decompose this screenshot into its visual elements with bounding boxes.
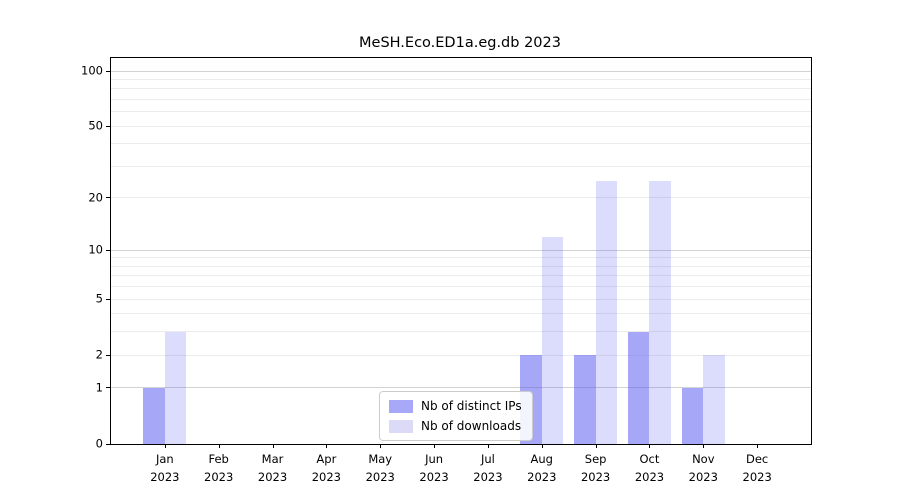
plot-area: Nb of distinct IPs Nb of downloads 0 1 2 5 1… [81, 57, 812, 484]
x-axis-tick-mark [380, 444, 382, 448]
x-axis-tick-label-mar: Mar 2023 [257, 452, 288, 484]
gridline-y-20 [111, 197, 811, 199]
y-axis-tick-label: 0 [95, 436, 103, 451]
y-axis-tick-mark [106, 125, 110, 127]
bar-aug-downloads [541, 236, 564, 444]
x-axis-tick-mark [218, 444, 220, 448]
gridline-y-80 [111, 88, 811, 90]
y-axis-tick-label: 5 [95, 291, 103, 306]
bar-jan-downloads [164, 331, 187, 444]
gridline-y-60 [111, 111, 811, 113]
gridline-y-50 [111, 125, 811, 127]
x-axis-tick-label-sep: Sep 2023 [580, 452, 611, 484]
legend-label-downloads: Nb of downloads [421, 419, 522, 433]
x-axis-tick-mark [541, 444, 543, 448]
x-axis-tick-mark [326, 444, 328, 448]
x-axis-tick-label-dec: Dec 2023 [742, 452, 772, 484]
y-axis-tick-label: 2 [95, 347, 103, 362]
x-axis-tick-label-apr: Apr 2023 [311, 452, 342, 484]
x-axis-tick-label-may: May 2023 [365, 452, 395, 484]
y-axis-tick-mark [106, 443, 110, 445]
x-axis-tick-label-feb: Feb 2023 [204, 452, 234, 484]
x-axis-tick-mark [487, 444, 489, 448]
x-axis-tick-mark [272, 444, 274, 448]
x-axis-tick-label-aug: Aug 2023 [527, 452, 557, 484]
x-axis-tick-mark [703, 444, 705, 448]
x-axis-tick-label-jun: Jun 2023 [419, 452, 449, 484]
gridline-y-90 [111, 78, 811, 80]
gridline-y-5 [111, 298, 811, 300]
gridline-y-30 [111, 165, 811, 167]
gridline-y-100 [111, 70, 811, 72]
y-axis-tick-label: 10 [88, 242, 103, 257]
gridline-y-6 [111, 286, 811, 288]
y-axis-tick-label: 20 [88, 190, 103, 205]
legend-swatch-downloads [389, 419, 413, 433]
gridline-y-3 [111, 331, 811, 333]
gridline-y-8 [111, 265, 811, 267]
x-axis-tick-mark [757, 444, 759, 448]
y-axis-tick-mark [106, 70, 110, 72]
bar-nov-distinct-ips [681, 387, 704, 444]
y-axis-tick-label: 1 [95, 380, 103, 395]
x-axis-tick-label-jan: Jan 2023 [150, 452, 180, 484]
bar-oct-downloads [649, 180, 671, 444]
y-axis-tick-mark [106, 197, 110, 199]
gridline-y-1 [111, 387, 811, 389]
x-axis-tick-label-oct: Oct 2023 [634, 452, 665, 484]
x-axis-tick-mark [595, 444, 597, 448]
legend-item-distinct-ips: Nb of distinct IPs [389, 399, 522, 413]
y-axis-tick-mark [106, 354, 110, 356]
gridline-y-10 [111, 249, 811, 251]
gridline-y-4 [111, 313, 811, 315]
y-axis-tick-mark [106, 298, 110, 300]
gridline-y-2 [111, 354, 811, 356]
legend-swatch-distinct-ips [389, 399, 413, 413]
gridline-y-40 [111, 143, 811, 145]
bar-sep-distinct-ips [574, 355, 596, 444]
bar-jan-distinct-ips [143, 387, 165, 444]
x-axis-tick-label-nov: Nov 2023 [688, 452, 718, 484]
x-axis-tick-mark [164, 444, 166, 448]
x-axis-tick-label-jul: Jul 2023 [473, 452, 503, 484]
y-axis-tick-mark [106, 249, 110, 251]
gridline-y-70 [111, 98, 811, 100]
chart-title: MeSH.Eco.ED1a.eg.db 2023 [359, 35, 561, 51]
y-axis-tick-mark [106, 387, 110, 389]
legend: Nb of distinct IPs Nb of downloads [379, 391, 533, 441]
gridline-y-7 [111, 275, 811, 277]
bar-oct-distinct-ips [627, 331, 650, 444]
legend-label-distinct-ips: Nb of distinct IPs [421, 399, 522, 413]
bar-sep-downloads [595, 180, 618, 444]
x-axis-tick-mark [649, 444, 651, 448]
x-axis-tick-mark [434, 444, 436, 448]
y-axis-tick-label: 100 [81, 63, 103, 78]
y-axis-tick-label: 50 [88, 118, 103, 133]
gridline-y-9 [111, 257, 811, 259]
bar-nov-downloads [703, 355, 725, 444]
legend-item-downloads: Nb of downloads [389, 419, 522, 433]
